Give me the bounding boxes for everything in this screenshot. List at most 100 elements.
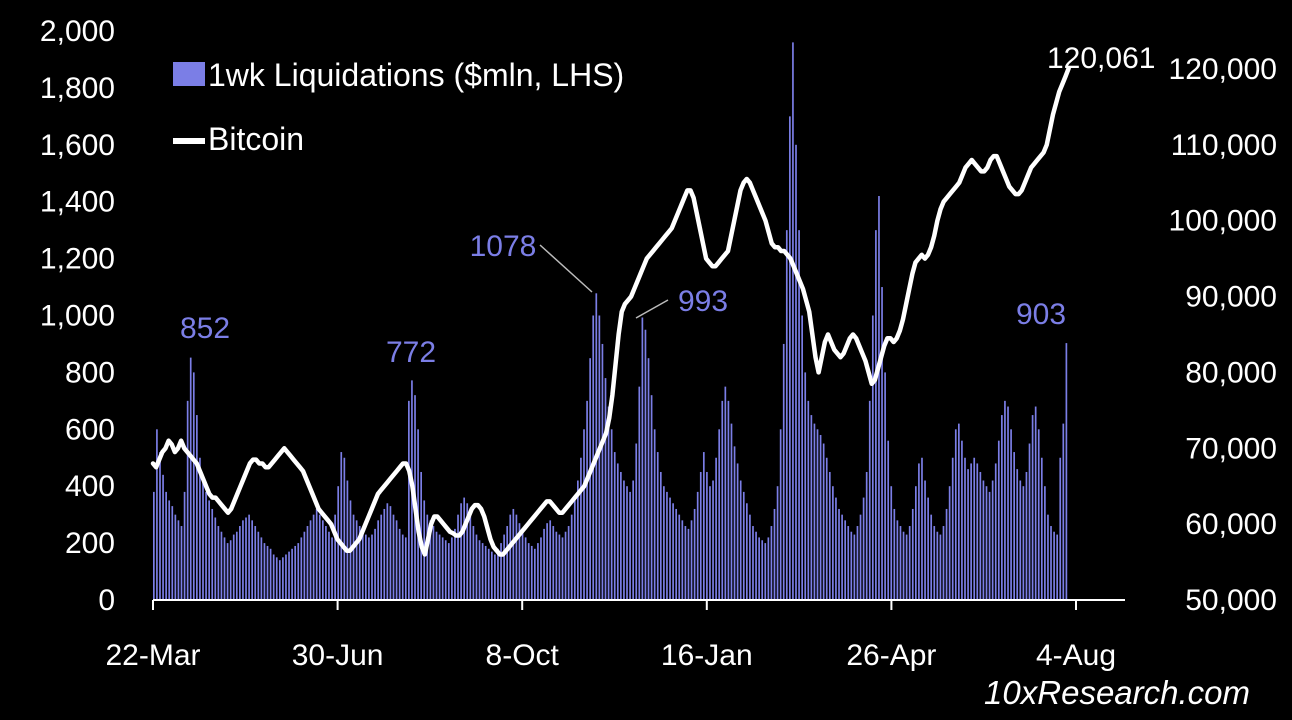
liquidation-bar [865, 471, 868, 600]
liquidation-bar [718, 429, 721, 600]
liquidation-bar [386, 503, 389, 600]
liquidation-bar [896, 520, 899, 600]
liquidation-bar [537, 543, 539, 600]
liquidation-bar [1028, 443, 1031, 600]
liquidation-bar [672, 503, 674, 600]
liquidation-bar [979, 471, 982, 600]
liquidation-bar [715, 457, 717, 600]
liquidation-bar [693, 508, 696, 600]
liquidation-bar [635, 443, 638, 600]
liquidation-bar [773, 508, 776, 600]
liquidation-bar [742, 491, 745, 600]
liquidation-bar [816, 429, 819, 600]
liquidation-bar [785, 230, 788, 600]
liquidation-bar [408, 400, 410, 600]
liquidation-bar [832, 486, 834, 600]
liquidation-bar [1062, 423, 1065, 600]
liquidation-bar [278, 560, 281, 600]
liquidation-bar [752, 526, 754, 600]
liquidation-bar [850, 531, 853, 600]
liquidation-bar [770, 526, 773, 600]
liquidation-bar [325, 526, 327, 600]
x-tick-label: 16-Jan [661, 639, 753, 672]
liquidation-bar [1034, 406, 1037, 600]
y-left-tick-label: 400 [65, 470, 115, 503]
liquidation-bar [432, 526, 435, 600]
liquidation-bar [868, 400, 871, 600]
y-left-tick-label: 1,400 [40, 186, 115, 219]
liquidation-bar [914, 486, 917, 600]
liquidation-bar [340, 452, 343, 600]
liquidation-bar [918, 463, 920, 600]
liquidation-bar [933, 526, 936, 600]
liquidation-bar [300, 537, 303, 600]
liquidation-bar [438, 534, 441, 600]
liquidation-bar [985, 486, 988, 600]
liquidation-bar [223, 537, 226, 600]
bitcoin-end-label: 120,061 [1047, 42, 1155, 75]
liquidation-bar [306, 526, 309, 600]
liquidation-bar [331, 537, 333, 600]
liquidation-bar [721, 400, 724, 600]
liquidation-bar [875, 230, 877, 600]
liquidation-bar [644, 329, 647, 600]
liquidation-bar [798, 230, 800, 600]
legend-line-label: Bitcoin [208, 121, 304, 157]
liquidation-bar [1022, 486, 1025, 600]
liquidation-bar [245, 517, 247, 600]
liquidation-bar [1044, 486, 1046, 600]
liquidation-bar [970, 463, 972, 600]
liquidation-bar [208, 500, 210, 600]
liquidation-bar [1031, 415, 1034, 600]
liquidation-bar [601, 343, 604, 600]
liquidation-bar [822, 443, 825, 600]
liquidation-bar [629, 491, 631, 600]
liquidation-bar [684, 526, 687, 600]
liquidation-bar [804, 372, 807, 600]
liquidation-bar [776, 486, 779, 600]
liquidation-bar [217, 526, 220, 600]
liquidation-bar [180, 526, 183, 600]
liquidation-bar [229, 540, 232, 600]
liquidation-bar [546, 523, 548, 600]
liquidation-bar [924, 480, 926, 600]
liquidation-bar [604, 378, 607, 600]
liquidation-bar [733, 446, 736, 600]
liquidation-bar [454, 528, 456, 601]
liquidation-bar [801, 315, 803, 600]
liquidation-bar [561, 537, 564, 600]
y-right-tick-label: 50,000 [1185, 584, 1277, 617]
liquidation-bar [530, 545, 533, 600]
liquidation-bar [361, 531, 364, 600]
liquidation-bar [343, 457, 346, 600]
bitcoin-line [150, 66, 1071, 557]
liquidation-bar [457, 514, 459, 600]
liquidation-bar [404, 537, 407, 600]
liquidation-bar [862, 497, 865, 600]
liquidation-bar [782, 343, 785, 600]
liquidation-bar [930, 514, 933, 600]
y-right-tick-label: 110,000 [1171, 129, 1277, 162]
liquidation-bar [911, 508, 914, 600]
y-left-tick-label: 800 [65, 356, 115, 389]
liquidation-bar [183, 491, 186, 600]
liquidation-bar [641, 317, 644, 600]
liquidation-bar [475, 534, 478, 600]
liquidation-bar [589, 358, 591, 600]
liquidation-bar [994, 463, 997, 600]
liquidation-bar [881, 287, 883, 600]
liquidation-bar [266, 545, 269, 600]
liquidation-bar [334, 514, 336, 600]
liquidation-bar [374, 528, 376, 601]
liquidation-bars [153, 42, 1068, 601]
liquidation-bar [447, 543, 450, 600]
liquidation-bar [512, 508, 515, 600]
annotation-label: 772 [386, 336, 436, 369]
liquidation-bar [555, 531, 558, 600]
liquidation-bar [844, 520, 847, 600]
liquidation-bar [893, 508, 896, 600]
liquidation-bar [779, 429, 782, 600]
liquidation-bar [1059, 457, 1062, 600]
liquidation-bar [908, 526, 911, 600]
annotations: 852 772 1078 993 903 120,061 [180, 42, 1155, 369]
